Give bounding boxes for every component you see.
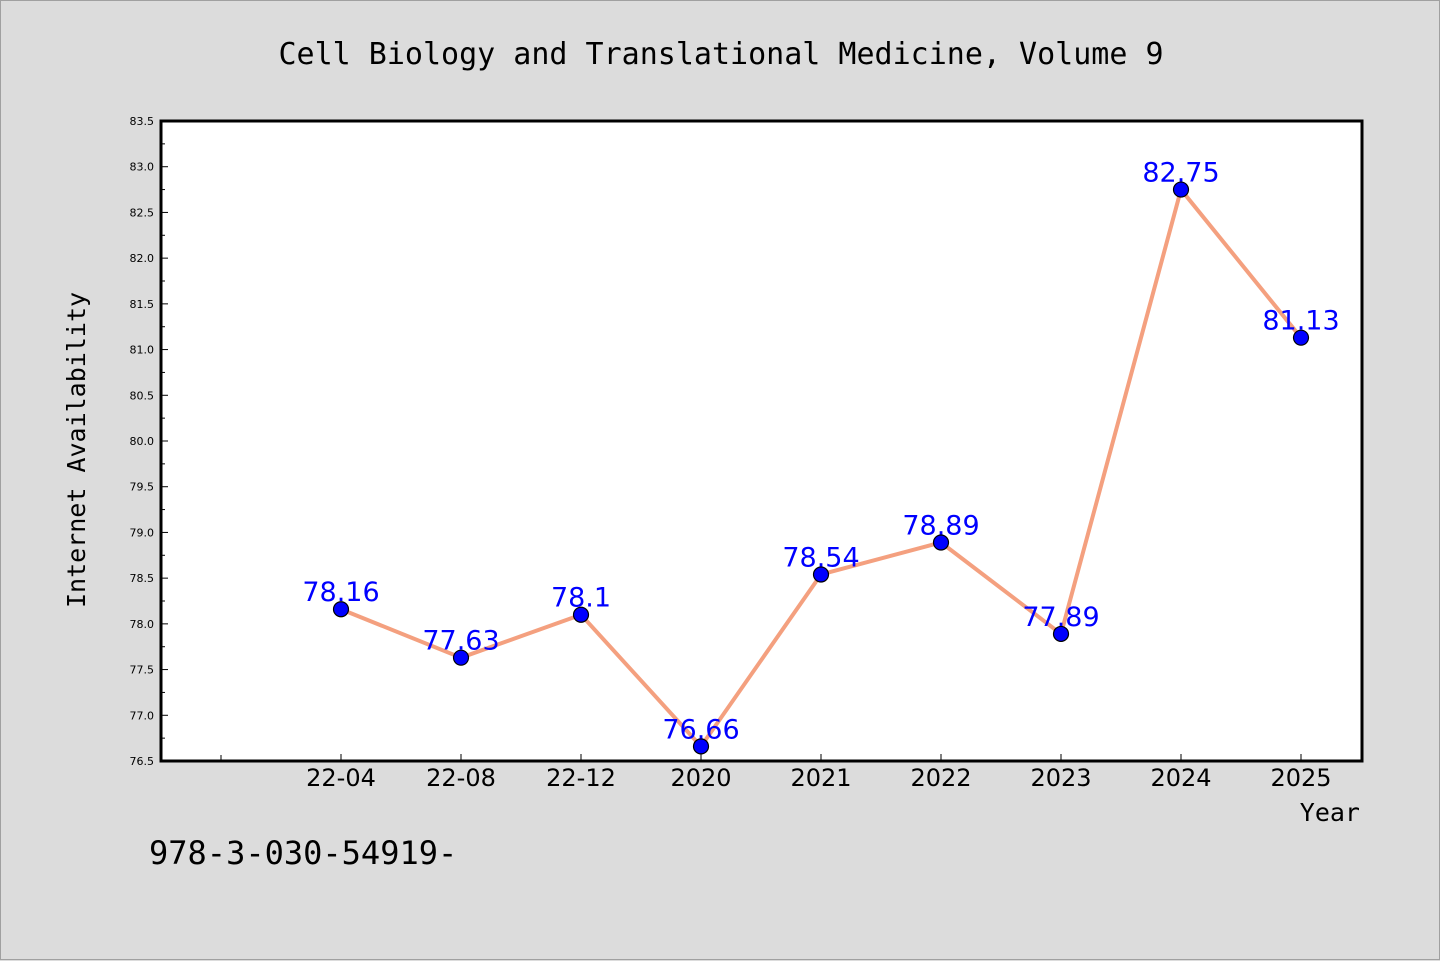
data-point (812, 566, 830, 583)
y-tick-label: 78.5 (130, 572, 155, 585)
data-point (332, 601, 350, 618)
series-layer (332, 181, 1310, 755)
data-label: 78.54 (782, 542, 859, 573)
x-tick-label: 2025 (1270, 764, 1331, 792)
x-tick-label: 22-08 (426, 764, 496, 792)
x-tick-label: 22-12 (546, 764, 616, 792)
y-tick-label: 80.5 (130, 389, 155, 402)
y-tick-label: 83.0 (130, 161, 155, 174)
data-label-layer: 78.16 77.63 78.1 76.66 78.54 78.89 77.89 82.75 8… (302, 158, 1339, 746)
x-axis-label: Year (1300, 798, 1360, 827)
y-tick-label: 79.5 (130, 481, 155, 494)
data-point (1052, 625, 1070, 643)
x-tick-label: 22-04 (306, 764, 376, 792)
x-tick-label: 2020 (670, 764, 731, 792)
data-point (1172, 181, 1190, 198)
x-tick-label: 2021 (790, 764, 851, 792)
data-label: 77.89 (1022, 602, 1099, 633)
data-point (692, 738, 710, 755)
y-tick-label: 80.0 (130, 435, 155, 448)
data-point (1292, 329, 1310, 346)
x-axis: 22-04 22-08 22-12 2020 2021 2022 2023 2024 2025 (220, 754, 1332, 792)
y-tick-label: 81.0 (130, 344, 155, 357)
y-axis: 76.5 77.0 77.5 78.0 78.5 79.0 79.5 80.0 80.5 81.0… (130, 115, 168, 768)
x-tick-label: 2022 (910, 764, 971, 792)
y-tick-label: 82.5 (130, 206, 155, 219)
footer-text: 978-3-030-54919- (149, 834, 457, 872)
y-tick-label: 83.5 (130, 115, 155, 128)
x-tick-label: 2023 (1030, 764, 1091, 792)
data-point (932, 534, 950, 551)
y-tick-label: 82.0 (130, 252, 155, 265)
x-tick-label: 2024 (1150, 764, 1211, 792)
data-label: 82.75 (1142, 158, 1219, 189)
data-label: 77.63 (422, 626, 499, 657)
data-label: 78.89 (902, 510, 979, 541)
y-tick-label: 77.0 (130, 709, 155, 722)
data-label: 81.13 (1262, 306, 1339, 337)
y-axis-label: Internet Availability (62, 292, 91, 608)
plot-area (159, 119, 1364, 763)
y-tick-label: 77.5 (130, 664, 155, 677)
data-label: 78.16 (302, 577, 379, 608)
chart-title: Cell Biology and Translational Medicine,… (278, 37, 1163, 72)
data-label: 76.66 (662, 714, 739, 745)
y-tick-label: 81.5 (130, 298, 155, 311)
data-label: 78.1 (551, 583, 611, 614)
y-tick-label: 76.5 (130, 755, 155, 768)
data-point (572, 606, 590, 623)
y-tick-label: 79.0 (130, 526, 155, 539)
y-tick-label: 78.0 (130, 618, 155, 631)
data-point (452, 649, 470, 666)
